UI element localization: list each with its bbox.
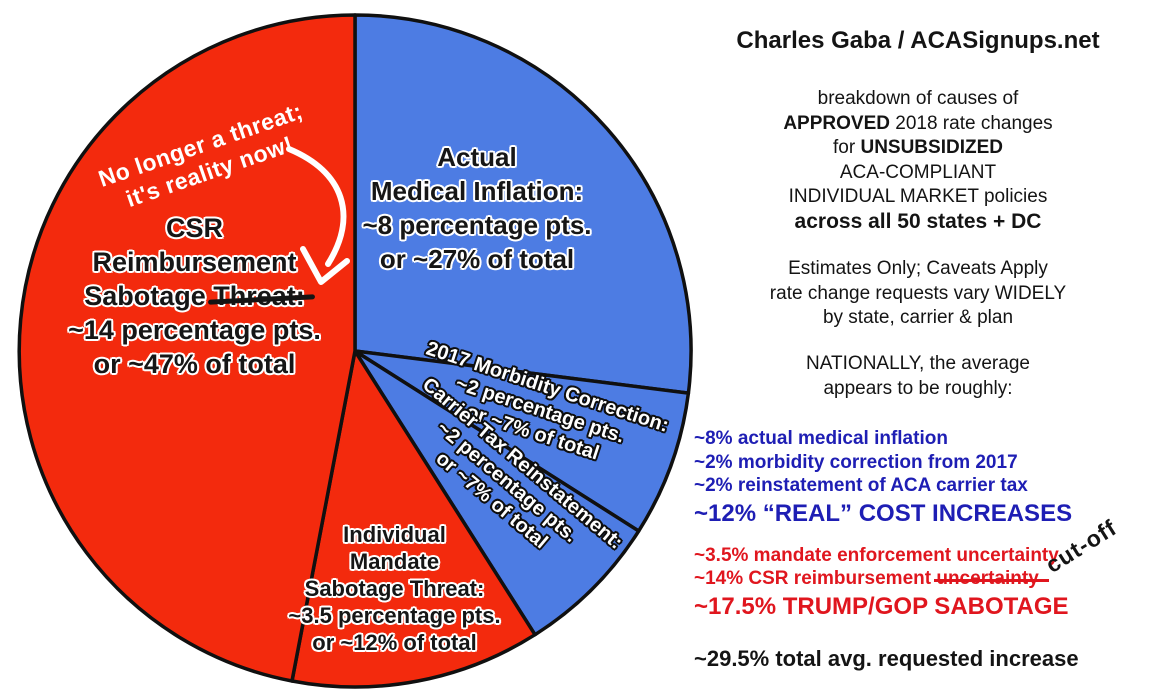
struck-word-uncertainty: uncertainty	[934, 567, 1050, 589]
intro-line: INDIVIDUAL MARKET policies	[788, 186, 1048, 207]
intro-line: for UNSUBSIDIZED	[688, 136, 1148, 161]
label-line: ~14 percentage pts.	[68, 315, 321, 345]
intro-line: APPROVED 2018 rate changes	[688, 112, 1148, 137]
pie-label-mandate-sabotage: Individual Mandate Sabotage Threat: ~3.5…	[247, 521, 542, 656]
pie-slice-csr-sabotage	[17, 13, 357, 683]
label-text: Sabotage	[84, 281, 214, 311]
label-line: ~3.5 percentage pts.	[288, 603, 501, 628]
list-item: ~2% reinstatement of ACA carrier tax	[694, 475, 1028, 496]
label-line: Medical Inflation:	[370, 176, 584, 206]
label-line: or ~12% of total	[312, 630, 477, 655]
label-line: or ~47% of total	[93, 349, 296, 379]
pie-chart: Actual Medical Inflation: ~8 percentage …	[0, 0, 700, 700]
label-line: Mandate	[349, 549, 440, 574]
pie-slice-morbidity	[353, 349, 691, 533]
sabotage-list: ~3.5% mandate enforcement uncertainty ~1…	[688, 545, 1148, 622]
intro-text: for	[833, 137, 861, 158]
caveats-block: Estimates Only; Caveats Apply rate chang…	[688, 257, 1148, 331]
pie-slice-carrier-tax	[353, 349, 641, 637]
label-line: Actual	[437, 142, 517, 172]
label-line: CSR	[165, 213, 223, 243]
sabotage-total: ~17.5% TRUMP/GOP SABOTAGE	[694, 593, 1069, 620]
struck-word-threat: Threat:	[213, 281, 305, 311]
caveat-line: by state, carrier & plan	[822, 307, 1014, 328]
intro-line: breakdown of causes of	[817, 88, 1019, 109]
list-text: ~14% CSR reimbursement	[694, 567, 937, 589]
caveat-line: rate change requests vary WIDELY	[769, 282, 1067, 304]
pie-slice-medical-inflation	[353, 13, 693, 395]
attribution-title: Charles Gaba / ACASignups.net	[736, 27, 1100, 54]
nationally-block: NATIONALLY, the average appears to be ro…	[688, 352, 1148, 401]
list-item: ~14% CSR reimbursement uncertainty	[694, 568, 1148, 591]
real-cost-total: ~12% “REAL” COST INCREASES	[694, 499, 1073, 527]
list-item: ~8% actual medical inflation	[694, 428, 948, 449]
pie-chart-svg	[17, 13, 693, 689]
label-line: Sabotage Threat:	[22, 279, 367, 313]
label-line: ~8 percentage pts.	[362, 210, 592, 240]
text-panel: Charles Gaba / ACASignups.net breakdown …	[688, 0, 1148, 700]
pie-slice-mandate-sabotage	[290, 349, 537, 689]
label-line: Sabotage Threat:	[304, 576, 485, 601]
nationally-line: appears to be roughly:	[823, 377, 1013, 399]
label-line: Reimbursement	[92, 247, 297, 277]
label-line: or ~27% of total	[379, 244, 575, 274]
intro-block: breakdown of causes of APPROVED 2018 rat…	[688, 87, 1148, 234]
intro-bold: APPROVED	[783, 112, 890, 134]
intro-line: ACA-COMPLIANT	[839, 161, 997, 183]
label-line: Individual	[343, 522, 446, 547]
nationally-line: NATIONALLY, the average	[806, 353, 1030, 374]
grand-total: ~29.5% total avg. requested increase	[694, 646, 1079, 671]
caveat-line: Estimates Only; Caveats Apply	[788, 258, 1048, 279]
real-cost-list: ~8% actual medical inflation ~2% morbidi…	[688, 427, 1148, 529]
pie-label-medical-inflation: Actual Medical Inflation: ~8 percentage …	[312, 140, 642, 276]
list-item: ~2% morbidity correction from 2017	[694, 451, 1018, 473]
intro-bold: UNSUBSIDIZED	[860, 137, 1003, 158]
pie-label-csr-sabotage: CSR Reimbursement Sabotage Threat: ~14 p…	[22, 211, 367, 381]
intro-text: 2018 rate changes	[889, 112, 1053, 134]
list-item: ~3.5% mandate enforcement uncertainty	[694, 545, 1059, 566]
intro-line-emphasis: across all 50 states + DC	[794, 209, 1042, 233]
